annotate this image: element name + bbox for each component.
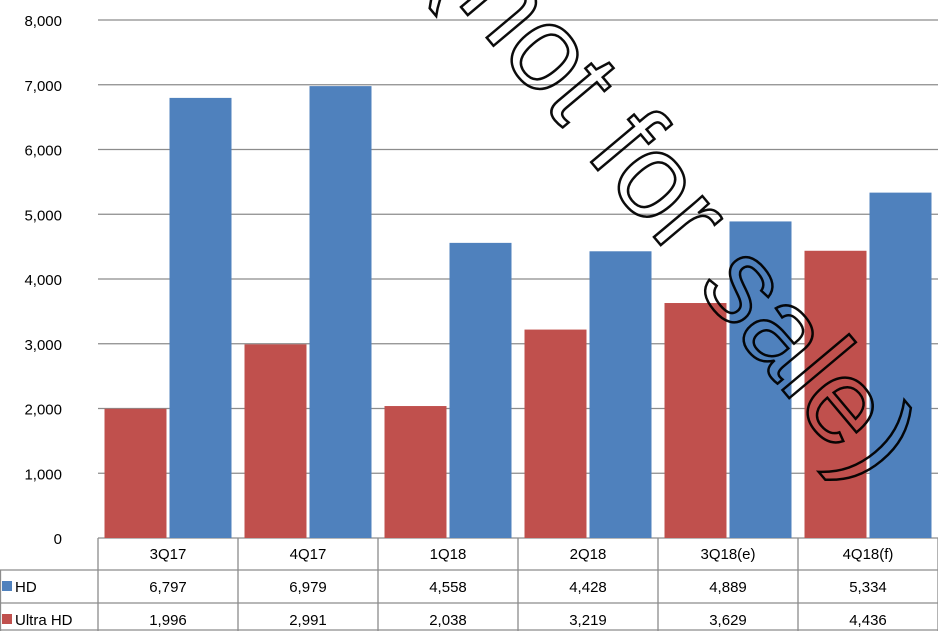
legend-label: Ultra HD xyxy=(15,612,73,629)
data-label: 2,038 xyxy=(429,612,467,629)
bar-hd xyxy=(449,242,512,538)
bar-ultra-hd xyxy=(664,303,727,538)
legend-key-hd xyxy=(2,581,12,591)
y-tick-label: 2,000 xyxy=(24,402,62,419)
legend-label: HD xyxy=(15,579,37,596)
bar-hd xyxy=(729,221,792,538)
data-table: 3Q17 4Q17 1Q18 2Q18 3Q18(e) 4Q18(f) HD 6,797 6,9… xyxy=(0,538,938,631)
bar-ultra-hd xyxy=(804,250,867,539)
bar-hd xyxy=(169,97,232,538)
y-tick-label: 0 xyxy=(54,531,62,548)
bars xyxy=(104,86,932,539)
y-tick-label: 5,000 xyxy=(24,207,62,224)
bar-ultra-hd xyxy=(104,408,167,538)
x-category-label: 4Q17 xyxy=(290,546,327,563)
y-tick-label: 1,000 xyxy=(24,466,62,483)
y-tick-label: 7,000 xyxy=(24,78,62,95)
data-label: 4,889 xyxy=(709,579,747,596)
bar-ultra-hd xyxy=(244,344,307,538)
x-category-label: 2Q18 xyxy=(570,546,607,563)
data-label: 4,428 xyxy=(569,579,607,596)
data-label: 6,979 xyxy=(289,579,327,596)
x-category-label: 4Q18(f) xyxy=(843,546,894,563)
bar-hd xyxy=(869,192,932,538)
x-category-label: 3Q18(e) xyxy=(700,546,755,563)
y-tick-label: 6,000 xyxy=(24,143,62,160)
bar-hd xyxy=(589,251,652,539)
data-label: 4,558 xyxy=(429,579,467,596)
y-tick-label: 8,000 xyxy=(24,13,62,30)
data-label: 2,991 xyxy=(289,612,327,629)
data-label: 3,219 xyxy=(569,612,607,629)
x-category-label: 3Q17 xyxy=(150,546,187,563)
legend-key-ultra-hd xyxy=(2,614,12,624)
data-label: 6,797 xyxy=(149,579,187,596)
y-tick-label: 4,000 xyxy=(24,272,62,289)
x-category-label: 1Q18 xyxy=(430,546,467,563)
y-axis: 0 1,000 2,000 3,000 4,000 5,000 6,000 7,000 8,00… xyxy=(24,13,62,548)
bar-ultra-hd xyxy=(524,329,587,538)
data-label: 1,996 xyxy=(149,612,187,629)
bar-hd xyxy=(309,86,372,539)
data-label: 4,436 xyxy=(849,612,887,629)
bar-ultra-hd xyxy=(384,406,447,538)
y-tick-label: 3,000 xyxy=(24,337,62,354)
data-label: 3,629 xyxy=(709,612,747,629)
data-label: 5,334 xyxy=(849,579,887,596)
